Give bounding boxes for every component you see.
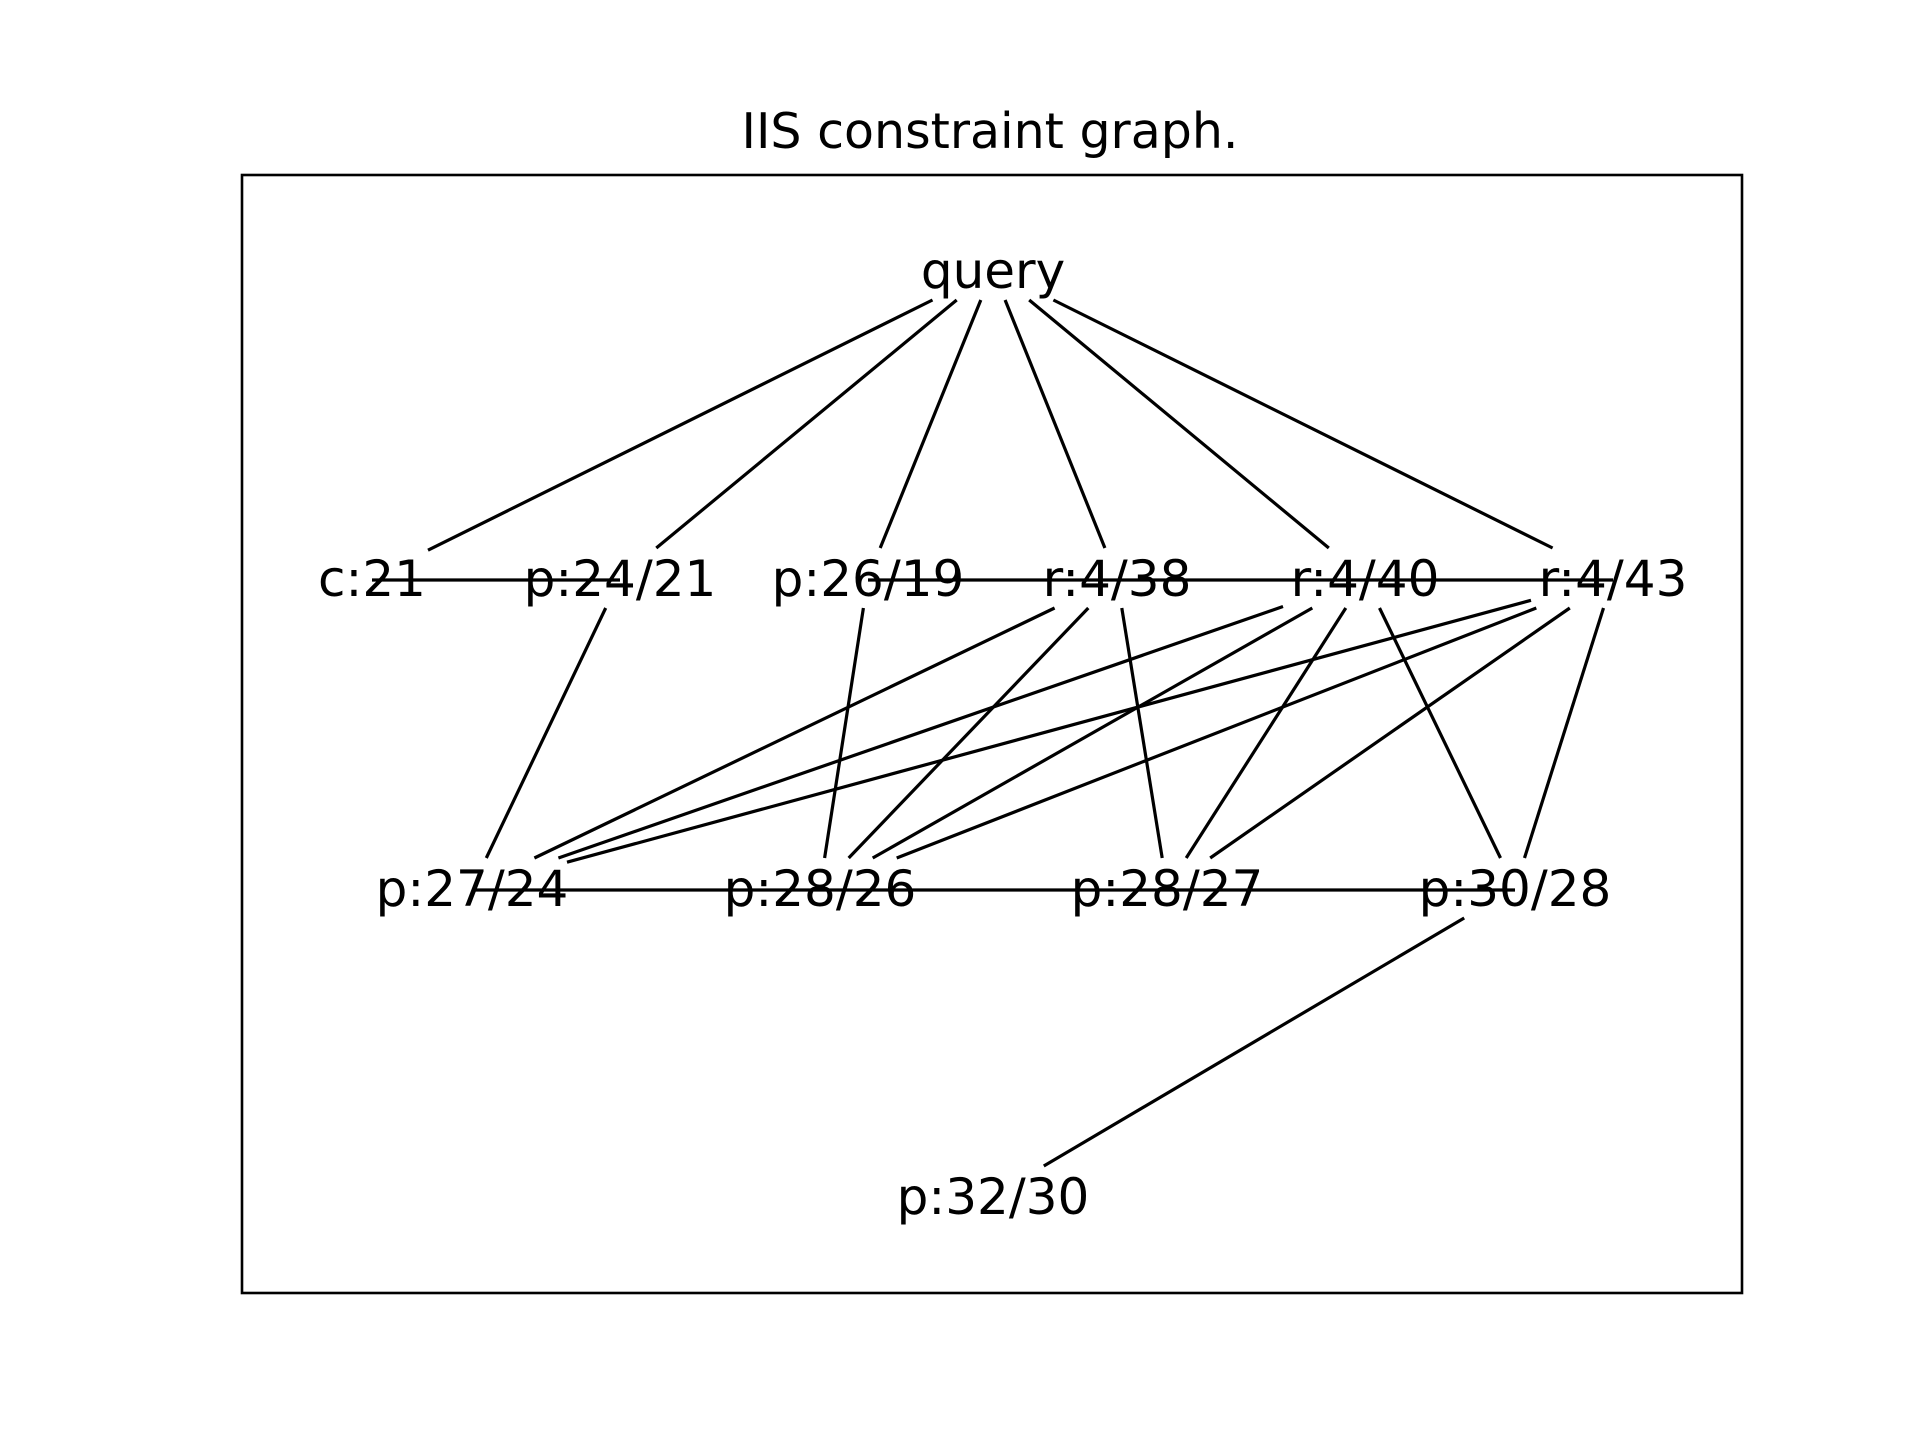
edge-r438-p2826 bbox=[847, 606, 1090, 860]
diagram-title: IIS constraint graph. bbox=[742, 103, 1239, 160]
edge-p3028-p3230 bbox=[1042, 916, 1466, 1168]
edge-r443-p3028 bbox=[1522, 607, 1606, 859]
node-c21: c:21 bbox=[318, 550, 426, 608]
edge-r443-p2724 bbox=[566, 598, 1532, 864]
node-p3028: p:30/28 bbox=[1419, 860, 1612, 918]
node-layer: query c:21 p:24/21 p:26/19 r:4/38 r:4/40… bbox=[318, 242, 1687, 1226]
node-query: query bbox=[921, 242, 1065, 300]
edge-r438-p2724 bbox=[533, 606, 1056, 860]
edge-r443-p2827 bbox=[1209, 606, 1571, 860]
edge-query-p2619 bbox=[878, 299, 983, 549]
plot-frame bbox=[240, 173, 1744, 1295]
edge-query-c21 bbox=[427, 298, 934, 552]
node-p2421: p:24/21 bbox=[524, 550, 717, 608]
edge-p2421-p2724 bbox=[484, 607, 608, 859]
edge-query-r440 bbox=[1028, 298, 1330, 550]
edge-r438-p2827 bbox=[1120, 607, 1164, 859]
node-r443: r:4/43 bbox=[1539, 550, 1688, 608]
edge-r440-p2827 bbox=[1184, 607, 1348, 859]
edge-r440-p2724 bbox=[557, 604, 1284, 860]
edge-p2619-p2826 bbox=[823, 607, 865, 859]
node-r438: r:4/38 bbox=[1043, 550, 1192, 608]
node-p2619: p:26/19 bbox=[772, 550, 965, 608]
edge-r440-p2826 bbox=[871, 606, 1314, 860]
edge-query-r438 bbox=[1003, 299, 1107, 549]
edge-r440-p3028 bbox=[1378, 607, 1502, 859]
node-p3230: p:32/30 bbox=[897, 1168, 1090, 1226]
node-p2724: p:27/24 bbox=[376, 860, 569, 918]
node-p2827: p:28/27 bbox=[1071, 860, 1264, 918]
edge-query-r443 bbox=[1052, 298, 1554, 550]
edge-layer bbox=[372, 298, 1613, 1168]
node-p2826: p:28/26 bbox=[724, 860, 917, 918]
edge-query-p2421 bbox=[655, 298, 958, 550]
edge-r443-p2826 bbox=[896, 606, 1537, 860]
node-r440: r:4/40 bbox=[1291, 550, 1440, 608]
